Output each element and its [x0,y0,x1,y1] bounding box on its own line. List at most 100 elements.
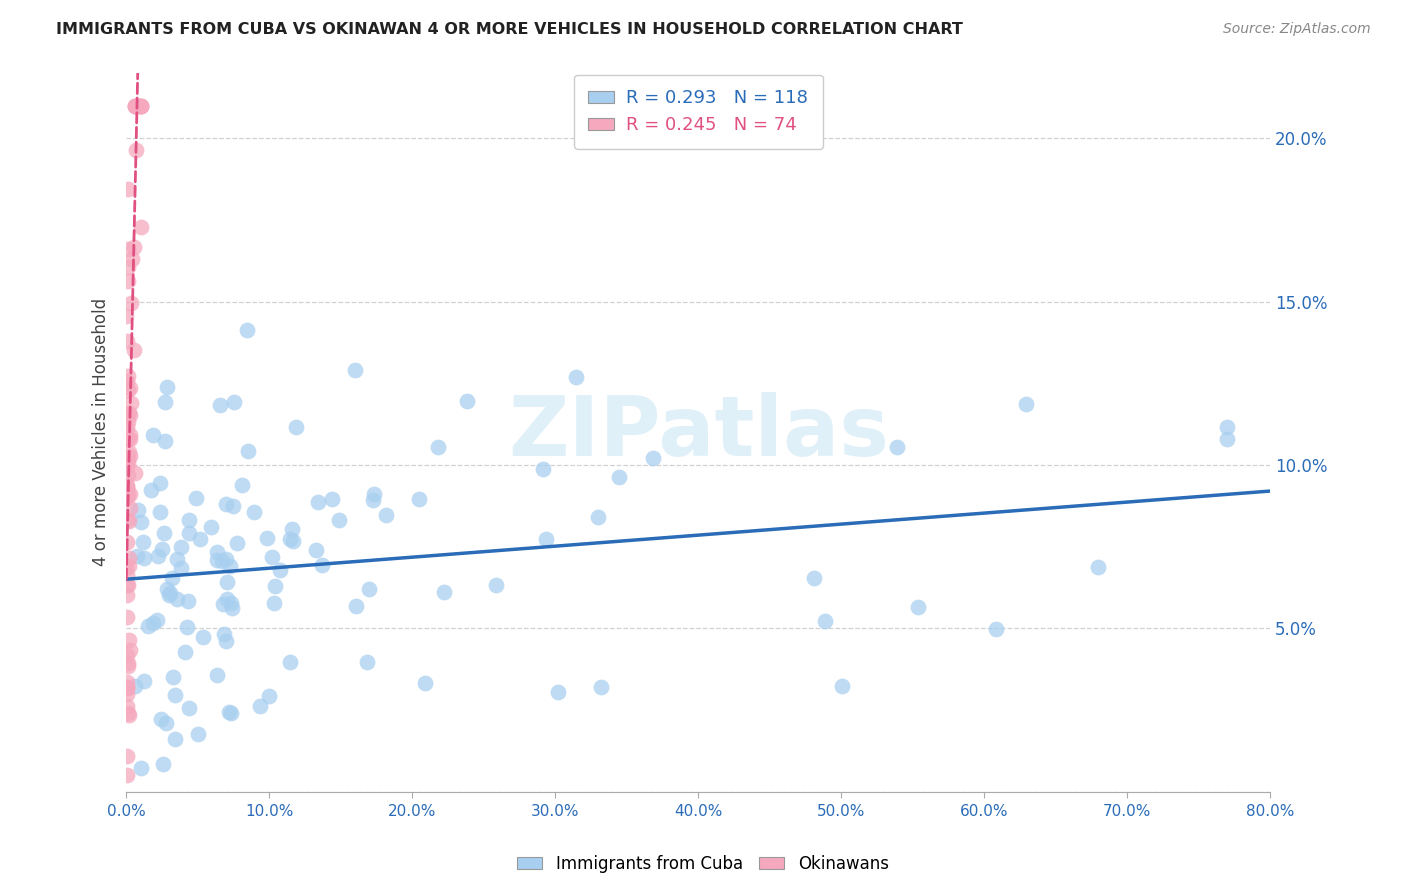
Point [153,434,176,448]
Point [215,496,238,510]
Point [149,475,172,490]
Point [177,594,200,608]
Text: Source: ZipAtlas.com: Source: ZipAtlas.com [1223,22,1371,37]
Point [117,706,139,720]
Point [188,532,211,546]
Point [886,440,908,454]
Point [117,491,139,506]
Point [356,655,378,669]
Point [124,680,146,694]
Point [136,619,159,633]
Point [236,443,259,458]
Point [117,368,139,383]
Point [212,627,235,641]
Point [986,623,1008,637]
Point [814,615,837,629]
Point [115,578,138,592]
Point [907,600,929,615]
Point [115,310,138,324]
Point [124,98,146,112]
Point [200,519,222,533]
Point [132,674,155,689]
Point [115,698,138,713]
Point [118,514,141,528]
Point [305,542,328,557]
Point [129,761,152,775]
Legend: R = 0.293   N = 118, R = 0.245   N = 74: R = 0.293 N = 118, R = 0.245 N = 74 [574,75,823,149]
Point [311,558,333,573]
Y-axis label: 4 or more Vehicles in Household: 4 or more Vehicles in Household [93,298,110,566]
Point [117,415,139,429]
Point [115,768,138,782]
Point [118,551,141,566]
Point [193,630,215,644]
Point [170,540,193,554]
Point [321,492,343,507]
Point [115,459,138,474]
Point [115,513,138,527]
Point [1015,397,1038,411]
Point [117,456,139,470]
Point [408,492,430,507]
Point [124,467,146,481]
Point [357,582,380,597]
Point [117,633,139,648]
Point [124,98,146,112]
Point [159,586,181,600]
Point [235,324,257,338]
Point [166,592,188,607]
Point [118,381,141,395]
Point [115,374,138,388]
Point [115,478,138,492]
Point [117,578,139,592]
Point [141,483,163,497]
Point [155,395,177,409]
Point [142,428,165,442]
Point [117,648,139,662]
Point [118,408,141,422]
Point [231,478,253,492]
Point [589,680,612,694]
Point [531,462,554,476]
Point [129,98,152,112]
Point [129,98,152,112]
Point [115,455,138,469]
Point [221,500,243,514]
Point [115,748,138,763]
Point [115,610,138,624]
Point [115,588,138,602]
Point [165,731,187,746]
Point [243,505,266,519]
Point [127,549,149,563]
Point [117,568,139,582]
Point [307,495,329,509]
Point [156,380,179,394]
Point [211,554,233,568]
Point [120,396,142,410]
Point [150,713,173,727]
Point [163,688,186,702]
Point [278,532,301,546]
Point [226,536,249,550]
Point [831,679,853,693]
Point [361,493,384,508]
Point [207,668,229,682]
Point [146,613,169,627]
Point [156,582,179,596]
Point [115,407,138,421]
Point [153,526,176,541]
Point [485,578,508,592]
Point [219,597,242,611]
Point [117,260,139,275]
Point [149,505,172,519]
Point [128,98,150,112]
Point [129,98,152,112]
Point [129,220,152,235]
Point [115,334,138,348]
Point [160,571,183,585]
Legend: Immigrants from Cuba, Okinawans: Immigrants from Cuba, Okinawans [510,848,896,880]
Point [118,445,141,459]
Point [219,706,242,720]
Point [1216,420,1239,434]
Point [1216,432,1239,446]
